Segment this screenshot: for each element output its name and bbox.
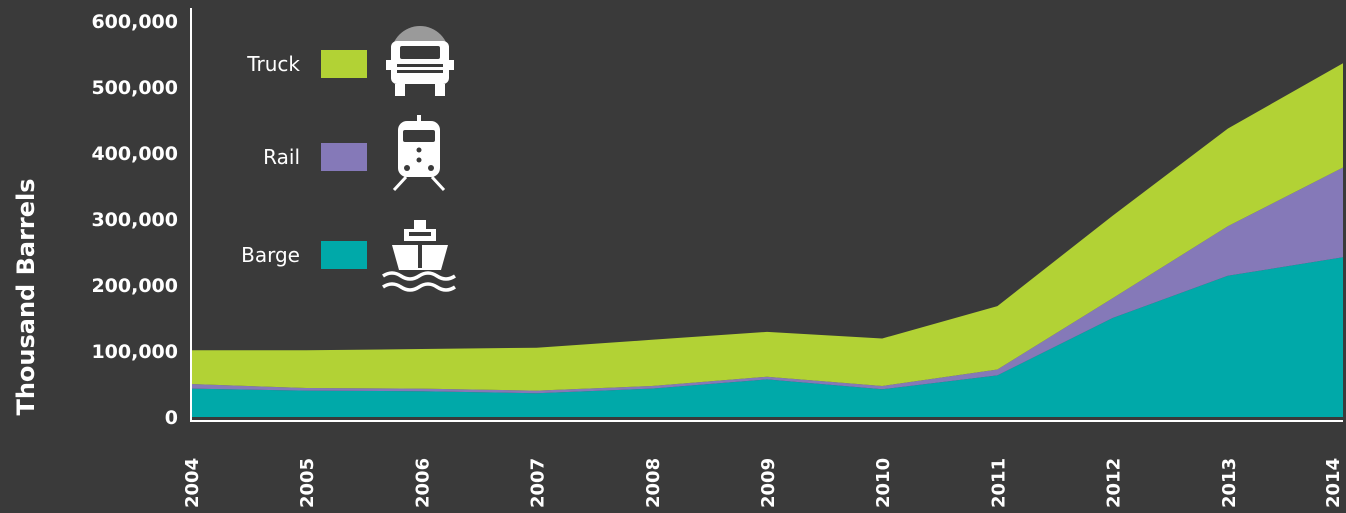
legend: Truck Rail Barge (241, 26, 456, 292)
legend-swatch (321, 143, 367, 171)
legend-label: Rail (263, 145, 300, 169)
legend-item-barge: Barge (241, 220, 456, 292)
truck-icon (386, 26, 454, 96)
x-tick-label: 2007 (528, 458, 549, 508)
legend-label: Truck (246, 52, 300, 76)
train-icon (392, 115, 446, 192)
y-axis-label: Thousand Barrels (12, 178, 40, 415)
legend-item-truck: Truck (246, 26, 454, 96)
x-tick-label: 2013 (1219, 458, 1240, 508)
legend-swatch (321, 241, 367, 269)
legend-label: Barge (241, 243, 300, 267)
y-tick-label: 600,000 (91, 11, 178, 33)
x-tick-labels: 2004 2005 2006 2007 2008 2009 2010 2011 2012 2013… (182, 458, 1344, 508)
x-tick-label: 2012 (1104, 458, 1125, 508)
area-barge (191, 257, 1343, 417)
y-tick-label: 0 (165, 407, 178, 429)
plot-areas (191, 63, 1343, 417)
area-truck (191, 63, 1343, 391)
area-rail (191, 167, 1343, 394)
x-tick-label: 2014 (1323, 458, 1344, 508)
y-tick-label: 200,000 (91, 275, 178, 297)
x-tick-label: 2011 (988, 458, 1009, 508)
x-tick-label: 2009 (758, 458, 779, 508)
y-tick-label: 400,000 (91, 143, 178, 165)
x-tick-label: 2010 (873, 458, 894, 508)
y-tick-labels: 0 100,000 200,000 300,000 400,000 500,000 600,… (91, 11, 178, 429)
x-tick-label: 2008 (643, 458, 664, 508)
y-tick-label: 500,000 (91, 77, 178, 99)
y-tick-label: 300,000 (91, 209, 178, 231)
x-tick-label: 2006 (412, 458, 433, 508)
ship-icon (382, 220, 456, 292)
y-tick-label: 100,000 (91, 341, 178, 363)
legend-swatch (321, 50, 367, 78)
legend-item-rail: Rail (263, 115, 446, 192)
x-tick-label: 2005 (297, 458, 318, 508)
x-tick-label: 2004 (182, 458, 203, 508)
